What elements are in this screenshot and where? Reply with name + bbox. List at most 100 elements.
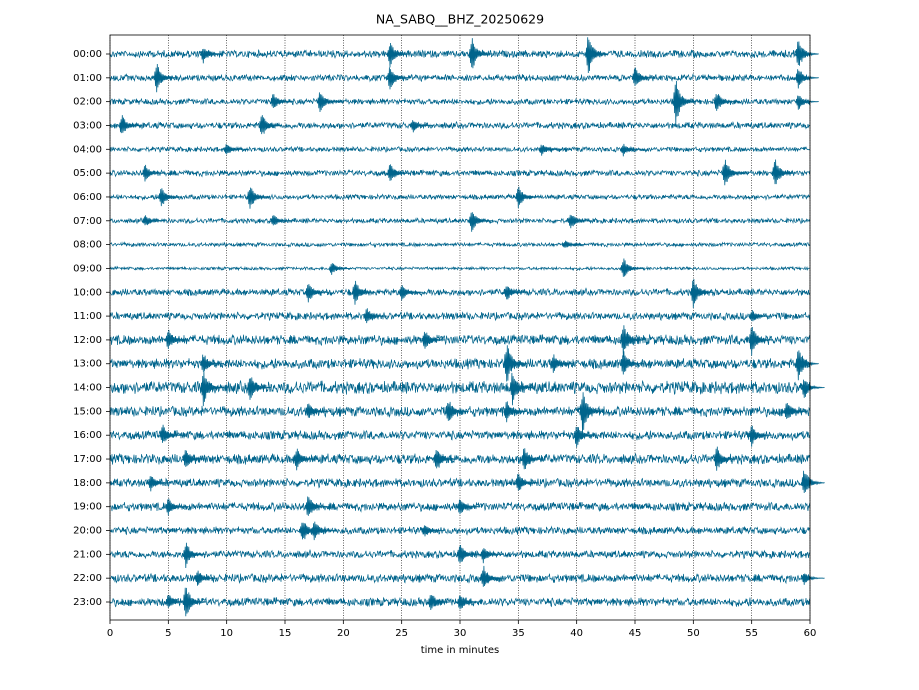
event [509,372,534,406]
x-tick-label: 60 [804,628,817,639]
y-tick-label: 08:00 [73,240,102,251]
event [794,41,819,66]
y-tick-label: 03:00 [73,120,102,131]
event [561,240,586,248]
trace [109,572,811,585]
chart-title: NA_SABQ__BHZ_20250629 [376,12,544,27]
x-tick-label: 15 [279,628,292,639]
event [386,67,411,90]
event [456,499,481,515]
event [258,115,283,135]
event [147,476,172,492]
x-tick-label: 30 [454,628,467,639]
event [503,401,528,423]
y-tick-label: 04:00 [73,144,102,155]
event [748,309,773,322]
event [514,474,539,491]
y-tick-label: 07:00 [73,216,102,227]
y-tick-label: 17:00 [73,454,102,465]
event [567,214,592,229]
y-tick-label: 22:00 [73,573,102,584]
trace [109,405,811,418]
event [421,331,446,349]
event [118,115,143,134]
trace [109,97,811,106]
y-tick-label: 10:00 [73,287,102,298]
y-tick-label: 05:00 [73,168,102,179]
y-tick-label: 12:00 [73,335,102,346]
event [269,215,294,226]
trace [109,168,811,178]
event [304,496,329,516]
event [363,308,388,324]
event [304,284,329,303]
event [713,93,738,111]
event [164,594,189,608]
y-tick-label: 09:00 [73,263,102,274]
event [246,377,271,400]
event [328,263,353,275]
event [794,69,819,89]
x-tick-label: 45 [629,628,642,639]
y-tick-label: 19:00 [73,502,102,513]
trace [109,452,811,465]
x-tick-label: 50 [687,628,700,639]
event [503,345,528,382]
trace [109,357,811,370]
y-tick-label: 02:00 [73,97,102,108]
event [182,587,207,617]
event [783,402,808,419]
x-tick-label: 35 [512,628,525,639]
plot-frame [109,34,811,621]
y-tick-label: 14:00 [73,383,102,394]
event [538,144,563,156]
event [141,215,166,226]
event [310,521,335,541]
x-tick-label: 55 [745,628,758,639]
event [164,498,189,516]
event [619,351,644,375]
x-tick-label: 20 [337,628,350,639]
event [199,354,224,372]
trace [109,217,811,225]
y-tick-label: 18:00 [73,478,102,489]
event [503,286,528,300]
event [182,450,207,467]
event [293,448,318,471]
event [182,542,207,569]
event [800,573,825,585]
event [631,67,656,87]
event [269,94,294,109]
trace [109,429,811,442]
trace [109,73,811,83]
x-tick-label: 40 [570,628,583,639]
event [514,186,539,209]
event [689,278,714,309]
trace [109,311,811,322]
event [748,326,773,356]
trace [110,265,811,272]
x-tick-label: 10 [220,628,233,639]
y-tick-label: 15:00 [73,406,102,417]
event [713,446,738,471]
y-tick-label: 21:00 [73,549,102,560]
x-axis-label: time in minutes [421,645,500,656]
event [584,37,610,74]
event [444,401,469,421]
event [223,144,248,155]
y-tick-label: 06:00 [73,192,102,203]
event [619,325,644,358]
event [721,159,746,186]
y-tick-label: 13:00 [73,359,102,370]
event [433,449,458,469]
event [351,280,376,305]
trace [109,193,811,201]
event [456,544,481,563]
event [468,212,493,232]
event [421,525,446,537]
event [619,258,644,277]
event [672,80,697,126]
trace [109,477,811,489]
event [468,38,493,69]
